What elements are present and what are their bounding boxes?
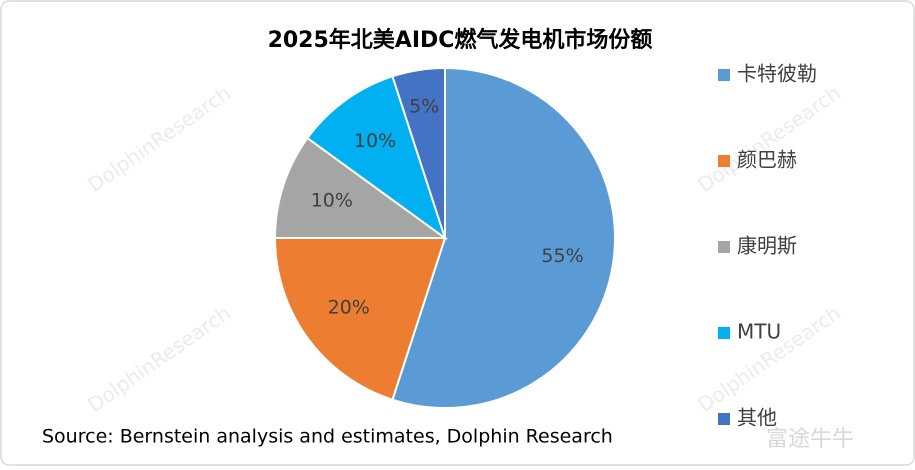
data-label: 55% xyxy=(541,245,583,267)
legend-label: 颜巴赫 xyxy=(737,148,797,172)
data-label: 5% xyxy=(409,96,439,118)
data-label: 10% xyxy=(311,190,353,212)
pie-slice xyxy=(306,75,447,241)
legend-label: MTU xyxy=(737,320,781,344)
legend-swatch xyxy=(718,241,730,253)
legend-label: 康明斯 xyxy=(737,234,797,258)
logo: 富途牛牛 xyxy=(766,427,854,452)
legend-swatch xyxy=(718,327,730,339)
data-label: 10% xyxy=(354,130,396,152)
legend-label: 卡特彼勒 xyxy=(737,62,817,86)
chart-title: 2025年北美AIDC燃气发电机市场份额 xyxy=(268,27,653,53)
source-note: Source: Bernstein analysis and estimates… xyxy=(42,426,613,448)
legend-swatch xyxy=(718,69,730,81)
data-label: 20% xyxy=(328,296,370,318)
legend-swatch xyxy=(718,155,730,167)
pie-slice xyxy=(273,237,447,401)
legend-swatch xyxy=(718,413,730,425)
legend-label: 其他 xyxy=(737,406,777,430)
pie-slice xyxy=(391,66,616,409)
pie-slice xyxy=(273,136,449,239)
pie-slice xyxy=(391,66,446,239)
